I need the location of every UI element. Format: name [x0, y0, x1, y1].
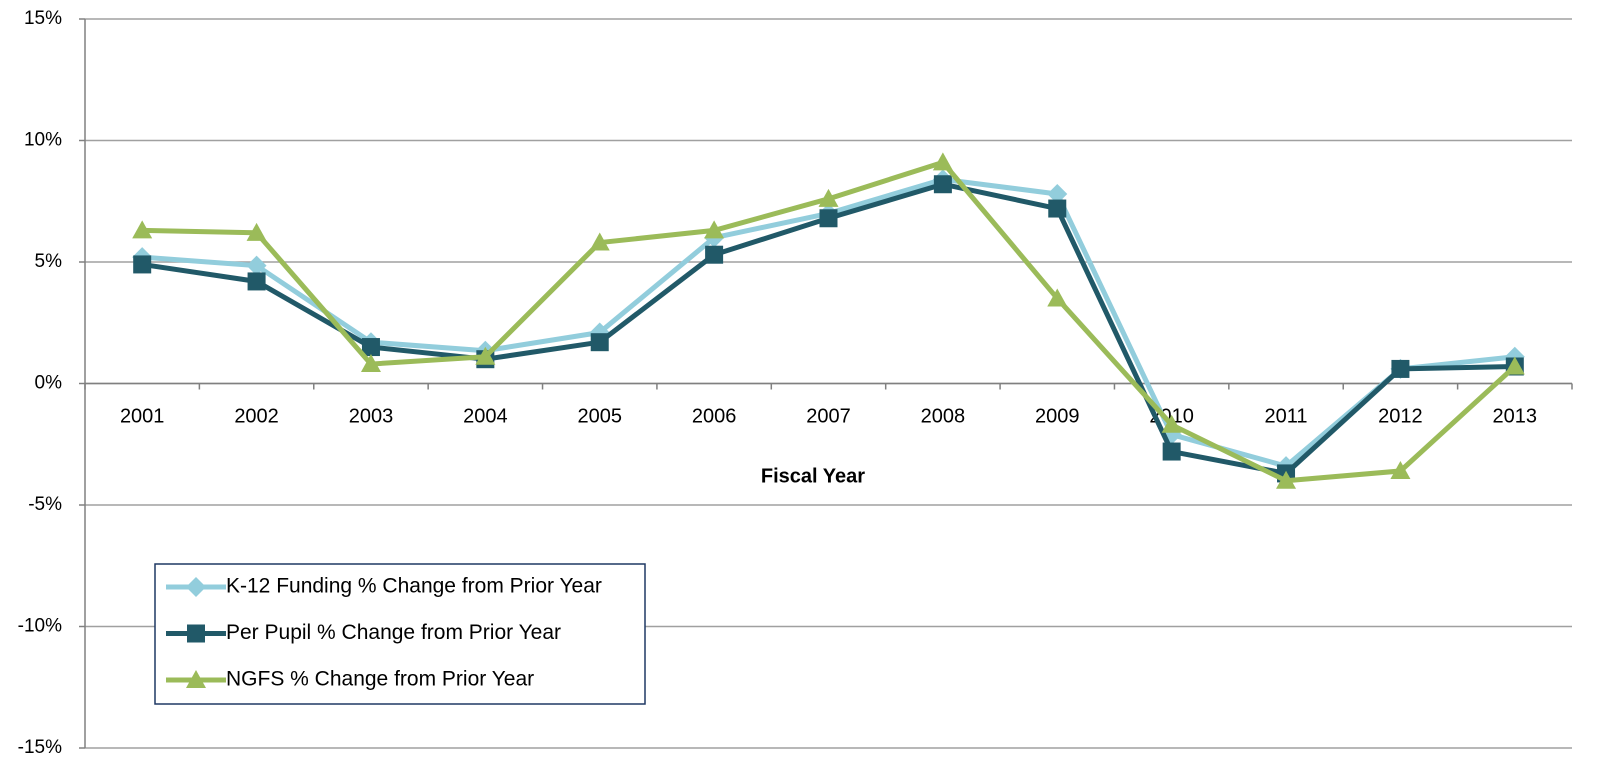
data-point — [133, 255, 152, 274]
legend-marker — [187, 624, 205, 643]
x-axis-title: Fiscal Year — [761, 465, 865, 487]
y-tick-label: -15% — [18, 737, 62, 758]
data-point — [247, 272, 266, 291]
x-tick-label: 2013 — [1493, 405, 1538, 427]
data-point — [933, 175, 952, 194]
data-point — [1047, 288, 1068, 307]
y-tick-label: -10% — [18, 616, 62, 637]
x-tick-label: 2003 — [349, 405, 394, 427]
data-point — [360, 354, 381, 373]
legend-box — [154, 563, 646, 705]
legend-label: K-12 Funding % Change from Prior Year — [226, 575, 602, 598]
data-point — [1048, 199, 1067, 218]
data-point — [1161, 414, 1182, 433]
y-tick-label: 15% — [24, 8, 62, 29]
data-point — [932, 152, 953, 171]
data-point — [590, 333, 609, 352]
data-point — [589, 232, 610, 251]
x-tick-label: 2012 — [1378, 405, 1423, 427]
legend-marker — [186, 577, 206, 597]
data-point — [1047, 183, 1068, 204]
data-point — [705, 245, 724, 264]
x-tick-label: 2001 — [120, 405, 165, 427]
x-tick-label: 2008 — [921, 405, 966, 427]
y-tick-label: -5% — [28, 494, 62, 515]
data-point — [1390, 460, 1411, 479]
x-tick-label: 2005 — [577, 405, 622, 427]
x-tick-label: 2011 — [1265, 405, 1308, 427]
data-point — [246, 222, 267, 241]
x-tick-label: 2002 — [234, 405, 279, 427]
data-point — [246, 255, 267, 276]
data-point — [819, 209, 838, 228]
data-point — [475, 346, 496, 365]
legend-label: NGFS % Change from Prior Year — [226, 668, 534, 691]
y-tick-label: 5% — [35, 251, 63, 272]
x-tick-label: 2007 — [806, 405, 851, 427]
data-point — [1162, 442, 1181, 461]
x-tick-label: 2006 — [692, 405, 737, 427]
y-tick-label: 10% — [24, 130, 62, 151]
legend-marker — [186, 670, 206, 688]
x-tick-label: 2004 — [463, 405, 508, 427]
legend-label: Per Pupil % Change from Prior Year — [226, 621, 561, 644]
data-point — [1391, 359, 1410, 378]
data-point — [818, 188, 839, 207]
x-tick-label: 2009 — [1035, 405, 1080, 427]
data-point — [132, 220, 153, 239]
data-point — [1276, 470, 1297, 489]
data-point — [1504, 356, 1525, 375]
data-point — [704, 220, 725, 239]
data-point — [361, 338, 380, 357]
y-tick-label: 0% — [35, 373, 63, 394]
